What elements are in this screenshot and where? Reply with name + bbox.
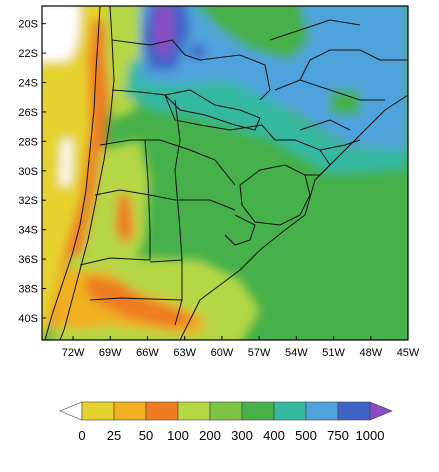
uruguay-border (239, 164, 311, 226)
colorbar-label: 500 (295, 428, 317, 443)
field-white-3 (60, 140, 72, 185)
lon-label: 66W (136, 347, 159, 359)
colorbar-label: 300 (231, 428, 253, 443)
province-lines-3 (79, 139, 151, 266)
lat-label: 36S (18, 254, 38, 266)
field-north-lightgreen (104, 6, 150, 120)
longitude-axis: 72W 69W 66W 63W 60W 57W 54W 51W 48W 45W (62, 336, 420, 359)
lon-label: 63W (173, 347, 196, 359)
field-white-1 (42, 6, 80, 62)
map-frame-border (41, 5, 409, 341)
field-darkblue-2 (190, 45, 205, 58)
lat-label: 30S (18, 166, 38, 178)
colorbar-swatch (337, 401, 371, 421)
bolivia-border (111, 39, 271, 101)
lat-label: 20S (18, 19, 38, 31)
lon-label: 69W (99, 347, 122, 359)
colorbar: 0 25 50 100 200 300 400 500 750 1000 (0, 380, 439, 467)
province-lines-5 (89, 259, 183, 301)
colorbar-swatch-min (59, 401, 83, 421)
colorbar-label: 750 (327, 428, 349, 443)
field-central-orange (115, 195, 134, 245)
argentina-north-border (111, 89, 276, 141)
lon-label: 45W (397, 347, 420, 359)
colorbar-swatches (59, 401, 393, 421)
lon-label: 51W (322, 347, 345, 359)
lat-label: 40S (18, 313, 38, 325)
lat-label: 28S (18, 136, 38, 148)
colorbar-swatch (273, 401, 307, 421)
south-brazil (275, 139, 331, 176)
colorbar-label: 400 (263, 428, 285, 443)
rio-de-la-plata (224, 214, 256, 246)
colorbar-label: 200 (199, 428, 221, 443)
latitude-axis: 20S 22S 24S 26S 28S 30S 32S 34S 36S 38S 40S (18, 19, 46, 325)
colorbar-label: 25 (107, 428, 121, 443)
colorbar-label: 100 (167, 428, 189, 443)
colorbar-labels: 0 25 50 100 200 300 400 500 750 1000 (78, 428, 384, 443)
brazil-states (269, 19, 408, 151)
colorbar-swatch (177, 401, 211, 421)
andes-border (59, 6, 115, 340)
province-lines-1 (99, 139, 236, 186)
paraguay-border (164, 89, 261, 131)
atlantic-coast (179, 94, 408, 340)
chile-coastline (44, 6, 101, 340)
precipitation-map: 20S 22S 24S 26S 28S 30S 32S 34S 36S 38S 40S 72W 69W… (18, 5, 420, 359)
field-east-green-blob (330, 90, 360, 115)
lon-label: 60W (211, 347, 234, 359)
field-contours (42, 6, 408, 340)
colorbar-swatch (209, 401, 243, 421)
lat-label: 26S (18, 107, 38, 119)
lat-label: 24S (18, 78, 38, 90)
lat-label: 22S (18, 48, 38, 60)
colorbar-swatch (241, 401, 275, 421)
colorbar-swatch (145, 401, 179, 421)
lon-label: 54W (285, 347, 308, 359)
lon-label: 72W (62, 347, 85, 359)
map-boundaries (44, 6, 408, 340)
field-patagonia-redorange (85, 275, 200, 328)
colorbar-label: 1000 (356, 428, 385, 443)
colorbar-swatch (305, 401, 339, 421)
colorbar-swatch (81, 401, 115, 421)
lon-label: 57W (248, 347, 271, 359)
lat-label: 34S (18, 225, 38, 237)
colorbar-label: 50 (139, 428, 153, 443)
colorbar-label: 0 (78, 428, 85, 443)
field-north-green-intrusion (196, 6, 310, 60)
colorbar-swatch (113, 401, 147, 421)
province-lines-2 (94, 189, 236, 211)
lat-label: 32S (18, 195, 38, 207)
colorbar-swatch-max (369, 401, 393, 421)
lon-label: 48W (359, 347, 382, 359)
field-purple (154, 6, 174, 60)
lat-label: 38S (18, 284, 38, 296)
map-plot-area (42, 6, 408, 340)
